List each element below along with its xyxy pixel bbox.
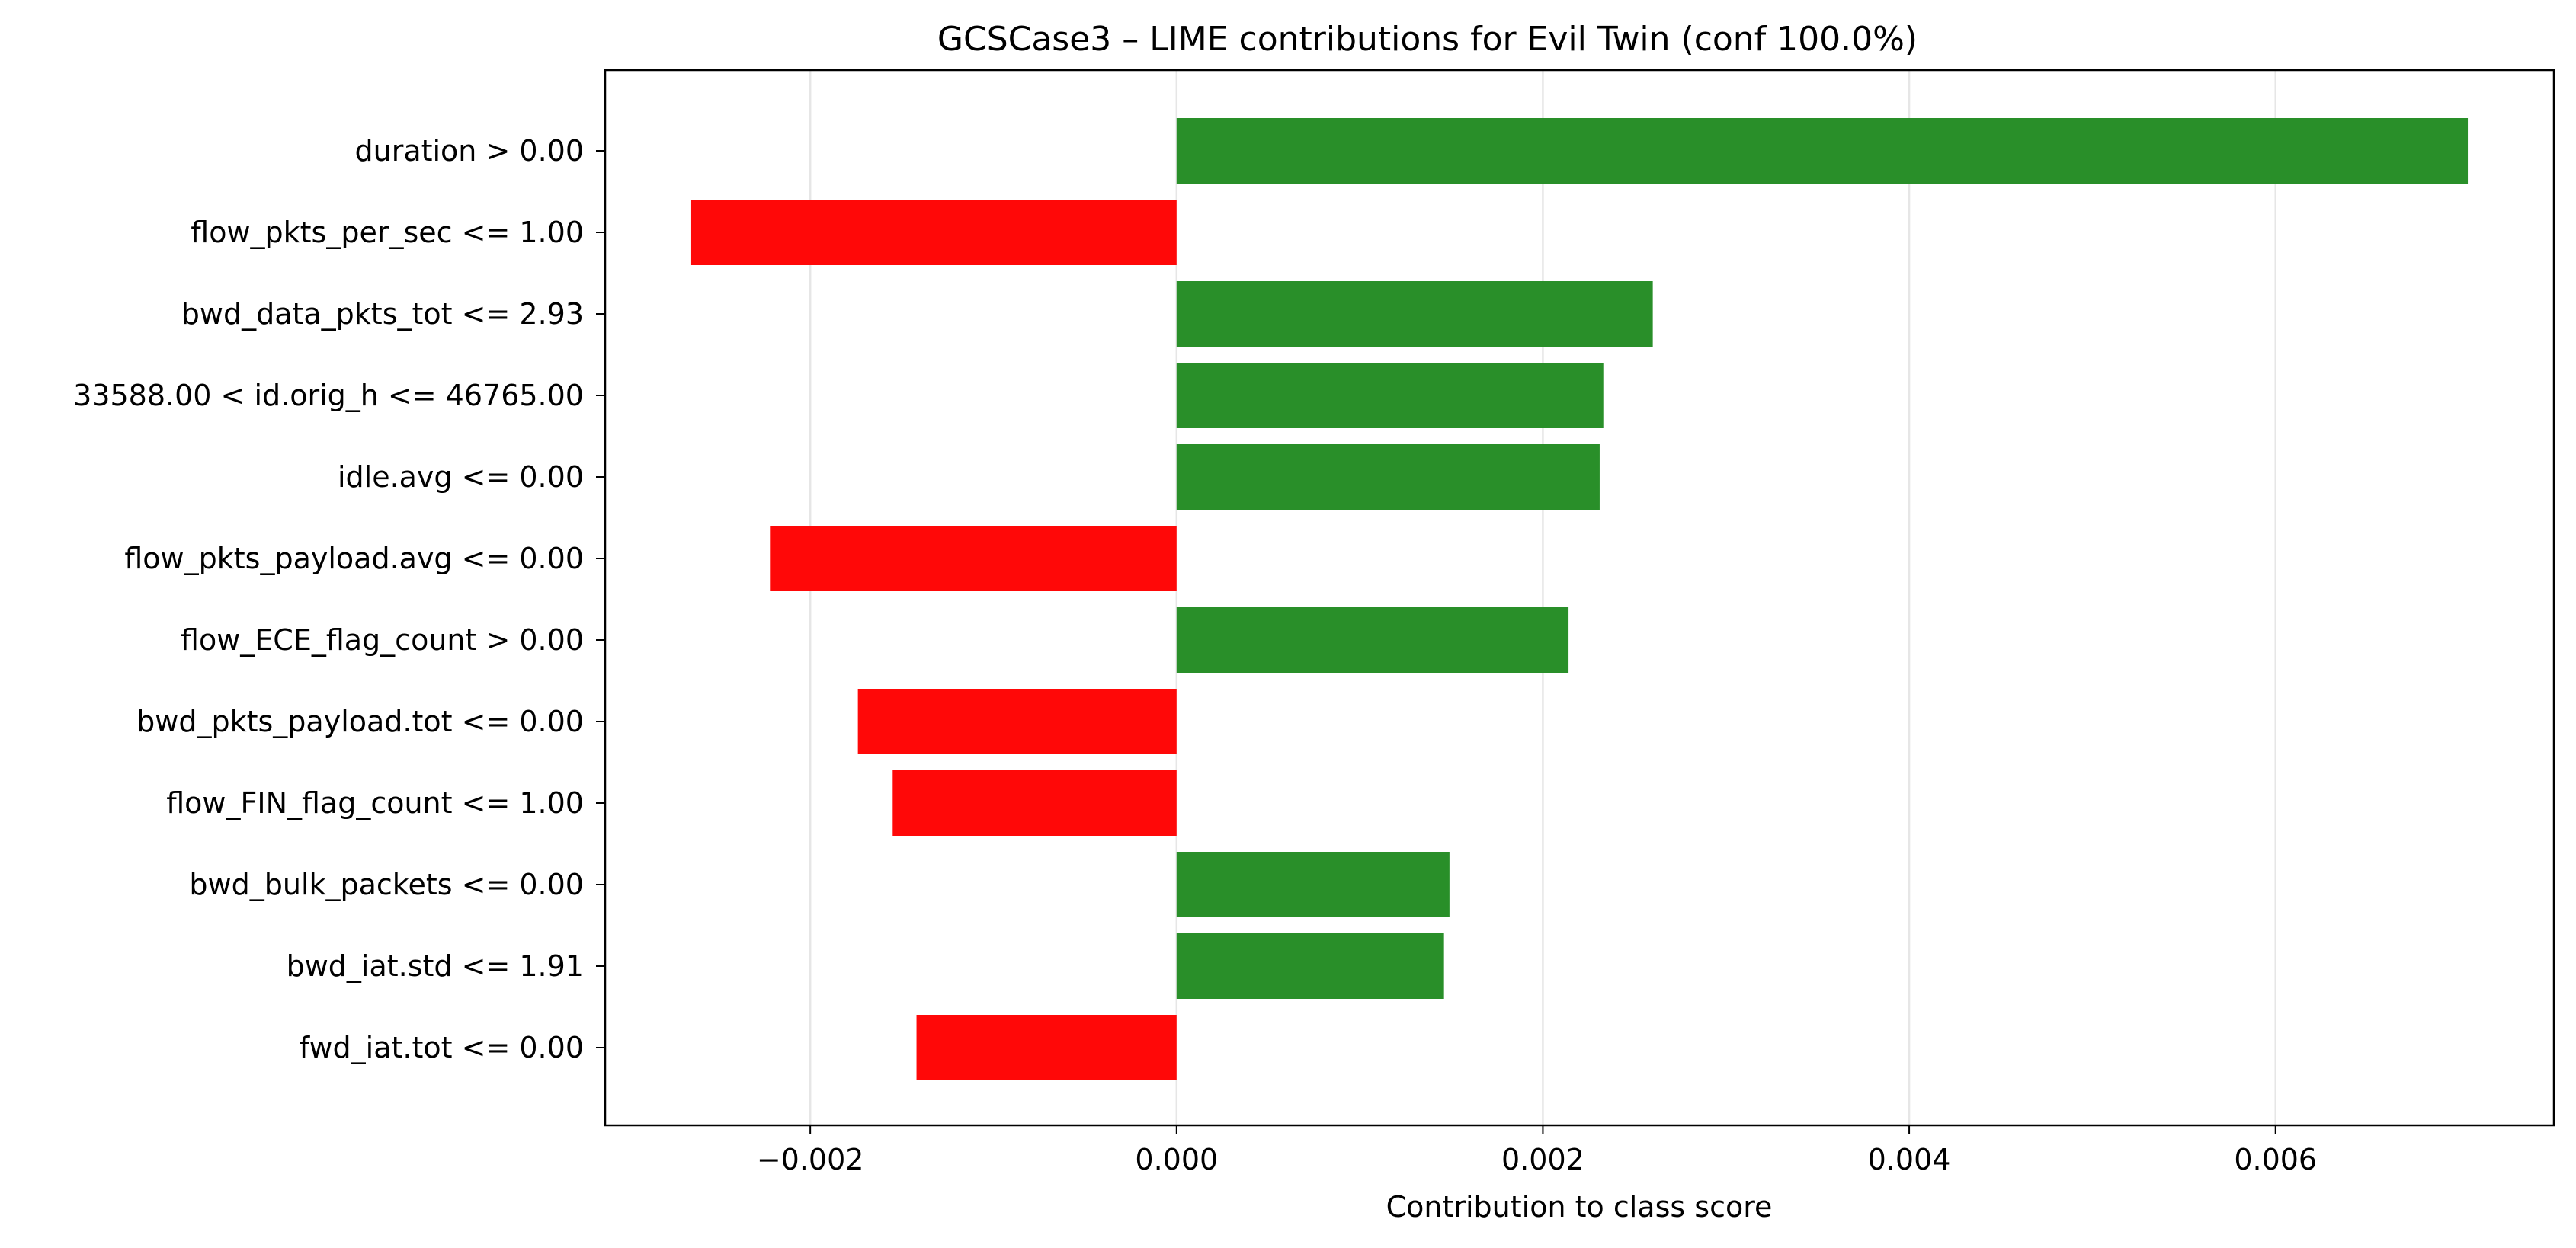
x-tick-label: 0.004 bbox=[1868, 1143, 1951, 1176]
chart-title: GCSCase3 – LIME contributions for Evil T… bbox=[937, 20, 1918, 59]
bar bbox=[916, 1015, 1177, 1080]
y-tick-label: flow_FIN_flag_count <= 1.00 bbox=[166, 786, 584, 820]
y-tick-label: bwd_bulk_packets <= 0.00 bbox=[189, 868, 584, 901]
y-tick-label: bwd_iat.std <= 1.91 bbox=[287, 949, 584, 983]
bar bbox=[1176, 281, 1653, 347]
bar bbox=[1176, 444, 1600, 510]
bar bbox=[857, 689, 1177, 754]
y-tick-label: flow_ECE_flag_count > 0.00 bbox=[181, 623, 584, 657]
y-tick-label: fwd_iat.tot <= 0.00 bbox=[300, 1031, 584, 1064]
y-tick-label: flow_pkts_payload.avg <= 0.00 bbox=[124, 542, 584, 575]
x-tick-label: 0.000 bbox=[1135, 1143, 1218, 1176]
bar bbox=[1176, 607, 1569, 673]
bar bbox=[1176, 933, 1444, 999]
plot-frame bbox=[604, 69, 2555, 1127]
y-ticks: duration > 0.00 flow_pkts_per_sec <= 1.00… bbox=[73, 134, 605, 1064]
y-tick-label: bwd_pkts_payload.tot <= 0.00 bbox=[136, 705, 584, 738]
bars bbox=[690, 118, 2469, 1080]
x-tick-label: 0.006 bbox=[2234, 1143, 2317, 1176]
x-tick-label: 0.002 bbox=[1501, 1143, 1584, 1176]
bar bbox=[1176, 118, 2469, 184]
y-tick-label: flow_pkts_per_sec <= 1.00 bbox=[191, 216, 584, 249]
bar bbox=[690, 200, 1177, 265]
y-tick-label: idle.avg <= 0.00 bbox=[338, 460, 584, 494]
y-tick-label: 33588.00 < id.orig_h <= 46765.00 bbox=[73, 379, 584, 412]
x-tick-label: −0.002 bbox=[757, 1143, 864, 1176]
x-axis-label: Contribution to class score bbox=[1386, 1190, 1773, 1224]
bar bbox=[1176, 363, 1604, 428]
bar bbox=[1176, 852, 1450, 917]
y-tick-label: duration > 0.00 bbox=[354, 134, 584, 168]
y-tick-label: bwd_data_pkts_tot <= 2.93 bbox=[181, 297, 584, 331]
x-ticks: −0.002 0.000 0.002 0.004 0.006 bbox=[757, 1125, 2317, 1176]
bar bbox=[770, 526, 1177, 591]
bar bbox=[892, 770, 1177, 836]
